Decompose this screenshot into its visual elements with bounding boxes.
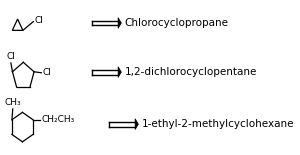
Text: 1-ethyl-2-methylcyclohexane: 1-ethyl-2-methylcyclohexane: [142, 119, 294, 129]
Text: Cl: Cl: [6, 52, 15, 61]
Text: CH₃: CH₃: [4, 98, 21, 107]
Text: Cl: Cl: [34, 16, 43, 25]
Text: Cl: Cl: [42, 68, 51, 77]
Text: 1,2-dichlorocyclopentane: 1,2-dichlorocyclopentane: [124, 67, 257, 77]
Polygon shape: [118, 67, 121, 78]
Text: Chlorocyclopropane: Chlorocyclopropane: [124, 18, 229, 28]
Polygon shape: [118, 18, 121, 28]
Text: CH₂CH₃: CH₂CH₃: [41, 115, 74, 124]
Polygon shape: [135, 119, 138, 130]
